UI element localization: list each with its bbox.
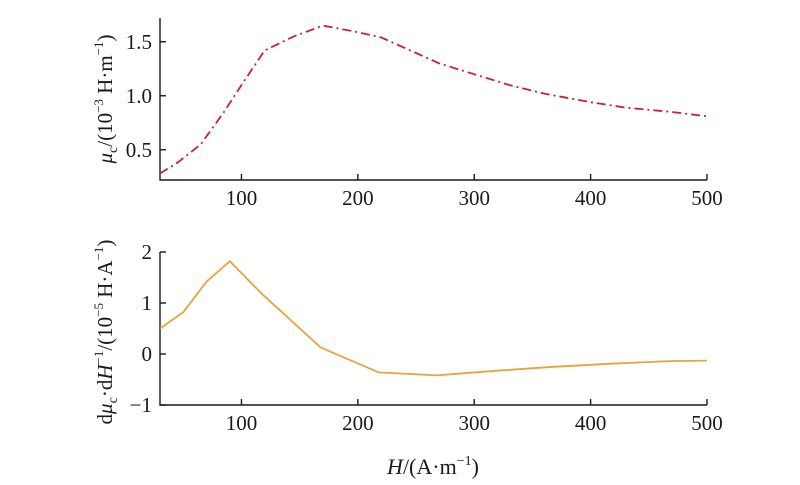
bottom-ylabel-mid: ·d — [93, 379, 117, 397]
bottom-x-tick-label: 100 — [226, 411, 258, 435]
top-x-tick-label: 500 — [691, 186, 723, 210]
top-ylabel-rest-a: /(10 — [93, 113, 117, 147]
bottom-ylabel-rest-b: H·A — [93, 260, 117, 303]
top-x-tick-label: 200 — [342, 186, 374, 210]
top-ylabel-exp2: −1 — [91, 41, 106, 55]
bottom-ylabel-exp0: −1 — [91, 351, 106, 365]
xlabel-rest: /(A·m — [403, 454, 457, 479]
bottom-ylabel-exp: −5 — [91, 303, 106, 317]
bottom-ylabel-d1: d — [93, 413, 117, 424]
top-y-ticks: 0.5 1.0 1.5 — [126, 30, 166, 162]
top-y-tick-label: 0.5 — [126, 138, 152, 162]
bottom-y-ticks: −1 0 1 2 — [130, 240, 166, 417]
top-x-tick-label: 100 — [226, 186, 258, 210]
xlabel-exp: −1 — [457, 454, 472, 469]
top-ylabel-mu-sub: c — [106, 147, 121, 153]
top-x-tick-label: 400 — [575, 186, 607, 210]
bottom-x-axis-label: H/(A·m−1) — [386, 454, 479, 479]
bottom-ylabel-mu: μ — [93, 403, 117, 415]
top-x-ticks: 100 200 300 400 500 — [226, 174, 723, 210]
top-ylabel-exp: −3 — [91, 99, 106, 113]
top-ylabel-close: ) — [93, 34, 117, 41]
bottom-y-tick-label: 0 — [142, 342, 153, 366]
bottom-ylabel-rest-a: /(10 — [93, 317, 117, 351]
bottom-ylabel-close: ) — [93, 240, 117, 247]
top-panel: 0.5 1.0 1.5 100 200 300 400 500 μc/(10−3 H·m−1… — [91, 18, 723, 210]
bottom-y-tick-label: 2 — [142, 240, 153, 264]
bottom-x-tick-label: 500 — [691, 411, 723, 435]
top-series-line — [159, 24, 708, 175]
bottom-ylabel-mu-sub: c — [106, 397, 121, 403]
bottom-y-axis-label: dμc·dH−1/(10−5 H·A−1) — [91, 240, 121, 425]
top-axes-frame — [159, 18, 707, 181]
xlabel-H: H — [386, 454, 404, 479]
bottom-x-tick-label: 200 — [342, 411, 374, 435]
xlabel-close: ) — [472, 454, 479, 479]
top-ylabel-mu: μ — [93, 153, 117, 165]
top-x-tick-label: 300 — [458, 186, 490, 210]
bottom-y-tick-label: 1 — [142, 291, 153, 315]
top-y-tick-label: 1.0 — [126, 84, 152, 108]
top-y-tick-label: 1.5 — [126, 30, 152, 54]
bottom-axes-frame — [159, 252, 707, 406]
bottom-x-tick-label: 400 — [575, 411, 607, 435]
bottom-ylabel-H: H — [93, 363, 117, 381]
top-ylabel-rest-b: H·m — [93, 55, 117, 99]
bottom-ylabel-exp2: −1 — [91, 247, 106, 261]
bottom-y-tick-label: −1 — [130, 393, 152, 417]
bottom-series-line — [159, 259, 708, 377]
bottom-x-ticks: 100 200 300 400 500 — [226, 399, 723, 435]
top-y-axis-label: μc/(10−3 H·m−1) — [91, 34, 121, 164]
bottom-x-tick-label: 300 — [458, 411, 490, 435]
